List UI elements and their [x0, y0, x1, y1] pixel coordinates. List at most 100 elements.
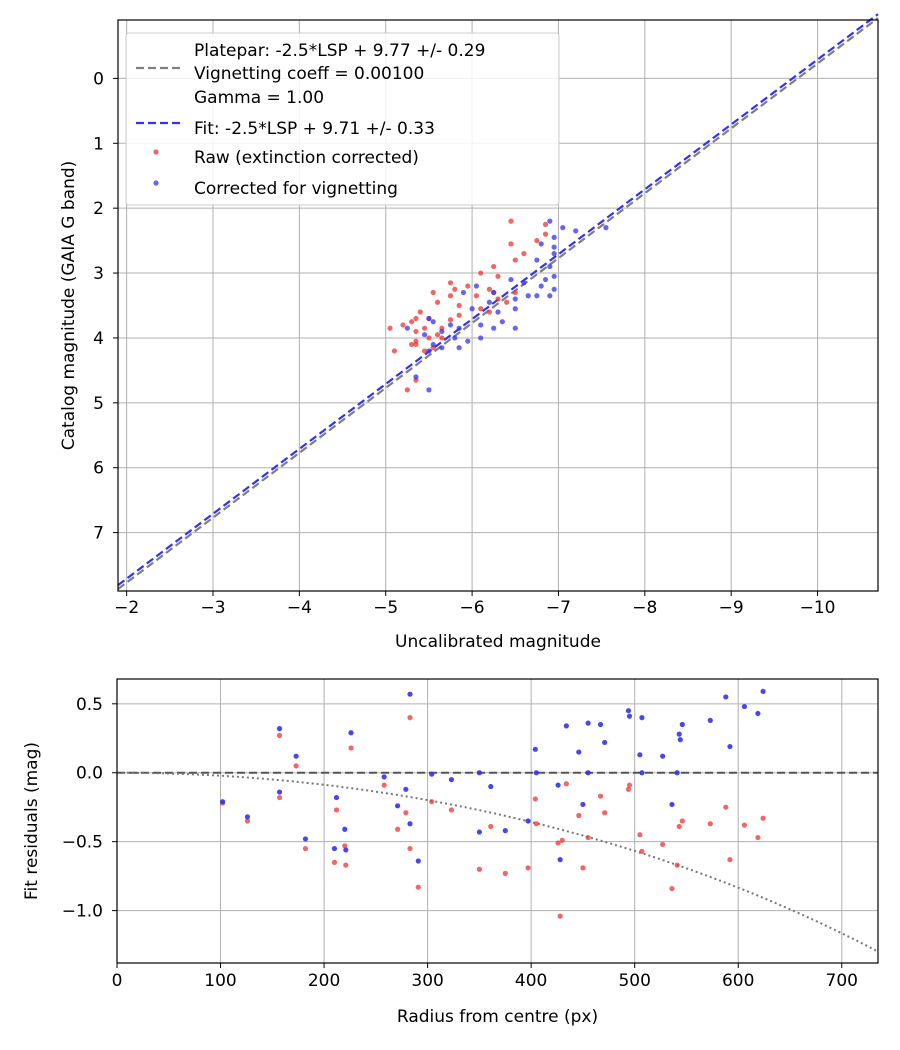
top-line-platepar [117, 17, 879, 590]
top-y-tick-label: 3 [93, 264, 104, 284]
raw-point [413, 315, 419, 322]
top-y-tick-label: 1 [93, 134, 104, 154]
raw-residual-point [580, 865, 586, 871]
corrected-residual-point [333, 794, 340, 801]
raw-residual-point [626, 782, 633, 788]
corrected-residual-point [669, 801, 675, 808]
raw-point [478, 306, 484, 312]
corrected-residual-point [727, 743, 733, 750]
corrected-residual-point [557, 857, 563, 863]
top-plot-frame [117, 19, 879, 592]
corrected-point [603, 225, 609, 231]
corrected-residual-point [533, 770, 539, 776]
raw-point [400, 322, 406, 328]
legend-entry-label: Gamma = 1.00 [194, 88, 324, 108]
corrected-point [430, 319, 436, 325]
corrected-residual-point [276, 726, 283, 732]
bottom-x-tick-label: 500 [618, 971, 650, 991]
corrected-point [447, 322, 454, 328]
raw-point [534, 238, 540, 244]
raw-residual-point [637, 832, 643, 838]
top-x-tick-label: −8 [632, 598, 657, 618]
corrected-residual-point [476, 829, 482, 835]
bottom-plot-frame [116, 678, 879, 964]
top-y-tick-label: 4 [93, 329, 104, 349]
corrected-residual-point [674, 770, 680, 776]
raw-point [542, 221, 549, 227]
bottom-y-tick-label: 0.0 [76, 764, 103, 784]
corrected-point [491, 289, 497, 296]
corrected-point [478, 335, 484, 341]
corrected-point [547, 218, 553, 224]
corrected-residual-point [585, 770, 591, 776]
corrected-point [465, 338, 471, 344]
corrected-point [542, 276, 549, 283]
legend-entry-label: Corrected for vignetting [194, 179, 398, 199]
raw-residual-point [625, 786, 632, 792]
raw-residual-point [343, 862, 349, 868]
corrected-point [573, 228, 579, 234]
raw-residual-point [755, 834, 761, 841]
raw-point [486, 286, 492, 292]
raw-point [447, 280, 454, 286]
top-x-tick-label: −7 [546, 598, 571, 618]
corrected-residual-point [755, 710, 761, 717]
bottom-x-tick-label: 0 [112, 971, 123, 991]
corrected-point [512, 325, 518, 331]
raw-point [417, 309, 423, 315]
corrected-residual-point [342, 826, 348, 832]
raw-residual-point [502, 870, 508, 876]
raw-point [512, 257, 518, 263]
corrected-residual-point [403, 786, 409, 792]
raw-residual-point [727, 857, 733, 863]
corrected-residual-point [585, 720, 591, 726]
bottom-y-axis-label: Fit residuals (mag) [22, 742, 42, 900]
corrected-residual-point [597, 721, 604, 728]
raw-residual-point [415, 884, 421, 890]
raw-point [491, 263, 497, 270]
bottom-x-tick-label: 400 [515, 971, 547, 991]
corrected-residual-point [244, 814, 251, 820]
corrected-residual-point [602, 739, 608, 746]
raw-residual-point [559, 837, 565, 843]
corrected-point [521, 280, 527, 286]
top-y-tick-label: 6 [93, 459, 104, 479]
corrected-point [426, 348, 432, 354]
corrected-point [478, 322, 484, 328]
corrected-residual-point [429, 771, 435, 777]
raw-point [456, 312, 462, 318]
corrected-point [456, 345, 462, 351]
top-x-tick-label: −5 [373, 598, 398, 618]
corrected-point [534, 257, 540, 263]
top-x-tick-label: −6 [460, 598, 485, 618]
raw-residual-point [429, 799, 435, 805]
corrected-point [560, 225, 566, 231]
corrected-residual-point [723, 694, 729, 700]
bottom-axis-ticks: 0 100 200 300 400 500 600 700 0.5 0.0 −0.5 −1.0 [62, 695, 858, 991]
raw-point [452, 286, 458, 292]
corrected-residual-point [220, 799, 226, 805]
raw-point [508, 218, 514, 224]
raw-point [391, 348, 397, 354]
corrected-residual-point [679, 721, 685, 728]
raw-residual-point [333, 807, 340, 813]
corrected-point [439, 345, 445, 351]
corrected-point [499, 319, 505, 325]
raw-point [421, 348, 428, 354]
raw-residual-point [448, 807, 455, 813]
raw-residual-point [707, 821, 713, 827]
raw-point [495, 296, 501, 302]
corrected-residual-point [293, 753, 299, 759]
bottom-grid [116, 679, 878, 963]
raw-point [430, 289, 436, 296]
corrected-point [508, 276, 514, 283]
raw-residual-point [342, 843, 348, 849]
corrected-residual-point [563, 723, 569, 729]
bottom-chart: 0 100 200 300 400 500 600 700 0.5 0.0 −0.5 −1.0 Rad… [22, 678, 879, 1027]
raw-point [413, 328, 419, 335]
raw-point [508, 241, 514, 247]
raw-residual-point [723, 804, 729, 810]
corrected-point [404, 325, 410, 331]
corrected-residual-point [407, 821, 413, 827]
